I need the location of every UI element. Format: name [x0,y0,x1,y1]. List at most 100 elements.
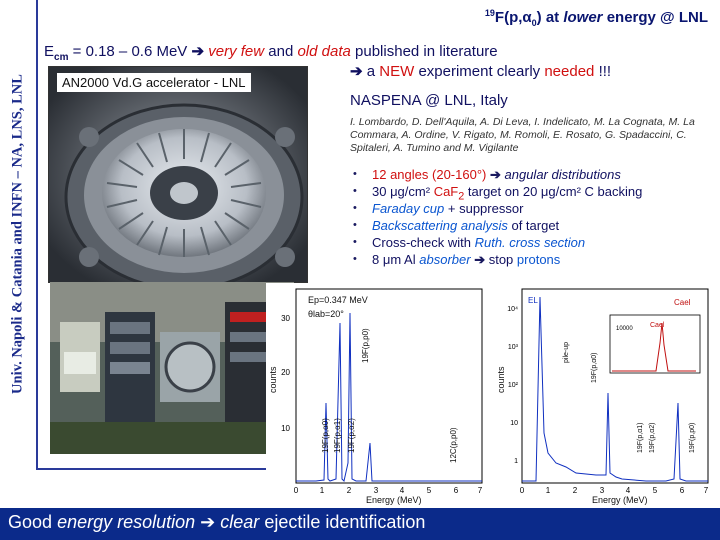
list-item: • Backscattering analysis of target [350,217,710,234]
footer-clear: clear [220,512,260,532]
right-xtick: 7 [704,486,709,495]
target-subscript: 2 [458,190,465,203]
title-reaction-end: ) at [536,9,560,26]
list-item: • 8 μm Al absorber ➔ stop protons [350,251,710,268]
arrow-icon: ➔ [350,63,363,80]
title-lower: lower [563,9,603,26]
right-ytick: 10² [508,382,519,389]
left-peak-label: 19F(p,α0) [321,418,330,453]
stop: stop [488,252,514,267]
target-material: CaF [433,184,459,199]
old-data-text: old data [297,43,351,60]
left-peak-label: 19F(p,α1) [333,418,342,453]
ecm-symbol: E [44,43,55,60]
angles-count: 12 angles [372,167,429,182]
left-xlabel: Energy (MeV) [366,495,422,505]
right-peak-label: 19F(p,p0) [689,423,696,453]
footer-energy-resolution: energy resolution [57,512,196,532]
list-item: • Cross-check with Ruth. cross section [350,234,710,251]
bullet-icon: • [353,253,357,265]
angular-distributions: angular distributions [504,167,621,182]
bullet-icon: • [353,202,357,214]
footer-ejectile: ejectile identification [264,512,426,532]
right-inset-label: Cael [650,322,665,329]
title-reaction: F(p, [494,9,523,26]
right-xtick: 0 [520,486,525,495]
right-inset-trace [612,322,696,372]
absorber: absorber [419,252,471,267]
exclamations: !!! [598,63,612,80]
right-ytick: 10⁴ [507,306,518,313]
divider [36,468,266,470]
right-ytick: 10 [510,420,518,427]
footer-banner: Good energy resolution ➔ clear ejectile … [0,508,720,540]
right-inset-tick: 10000 [616,326,633,332]
left-ytick: 30 [281,314,290,323]
naspena-heading: NASPENA @ LNL, Italy [350,92,508,109]
backscattering-analysis: Backscattering analysis [372,218,508,233]
right-inset-frame [609,314,701,374]
footer-text: Good energy resolution ➔ clear ejectile … [8,512,425,533]
energy-spectra: Ep=0.347 MeV θlab=20° counts 30 20 10 19… [266,283,718,508]
list-item: • Faraday cup + suppressor [350,200,710,217]
chamber-photo: AN2000 Vd.G accelerator - LNL [48,66,308,283]
left-peak-label: 19F(p,p0) [361,328,370,363]
absorber-thickness: 8 μm Al [372,252,416,267]
right-peak-label: 19F(p,α2) [649,422,656,453]
needed-text: needed [544,63,595,80]
right-ca-label: Cael [674,298,691,307]
author-list: I. Lombardo, D. Dell'Aquila, A. Di Leva,… [350,116,695,154]
right-xtick: 1 [546,486,551,495]
right-el-label: EL [528,296,538,305]
title-energy: energy @ LNL [606,9,708,26]
right-xtick: 5 [653,486,658,495]
faraday-cup: Faraday cup [372,201,445,216]
bullet-icon: • [353,236,357,248]
left-xtick: 3 [374,486,379,495]
spectra-graphic: Ep=0.347 MeV θlab=20° counts 30 20 10 19… [268,288,709,505]
list-item: • 30 μg/cm² CaF2 target on 20 μg/cm² C ba… [350,183,710,203]
new-experiment-text: experiment clearly [418,63,541,80]
published-text: published in literature [355,43,498,60]
left-ytick: 20 [281,368,290,377]
very-few-text: very few [208,43,265,60]
sidebar: Univ. Napoli & Catania and INFN – NA, LN… [0,0,38,468]
left-peak-label: 19F(p,α2) [347,418,356,453]
new-pre: a [366,63,376,80]
left-xtick: 7 [478,486,483,495]
left-xtick: 0 [294,486,299,495]
left-xtick: 5 [427,486,432,495]
cross-check: Cross-check with [372,235,471,250]
right-peak-label: pile-up [563,342,570,363]
left-peak-label: 12C(p,p0) [449,427,458,463]
ecm-range: = 0.18 – 0.6 MeV [72,43,188,60]
angles-range: (20-160°) [432,167,487,182]
right-ylabel: counts [496,366,506,393]
arrow-icon: ➔ [191,43,205,60]
protons: protons [516,252,561,267]
slide-title: 19F(p,α0) at lower energy @ LNL [485,8,708,28]
title-alpha: α [522,9,532,26]
bullet-icon: • [353,168,357,180]
right-xtick: 4 [626,486,631,495]
target-backing: target on 20 μg/cm² C backing [467,184,643,199]
lab-setup-photo [50,282,294,454]
bullet-icon: • [353,219,357,231]
experiment-details-list: • 12 angles (20-160°) ➔ angular distribut… [350,166,710,268]
ecm-subscript: cm [54,52,69,63]
right-peak-label: 19F(p,α0) [591,352,598,383]
left-xtick: 2 [347,486,352,495]
rutherford-cross-section: Ruth. cross section [474,235,586,250]
right-xtick: 2 [573,486,578,495]
right-peak-label: 19F(p,α1) [637,422,644,453]
left-ytick: 10 [281,424,290,433]
new-experiment-line: ➔ a NEW experiment clearly needed !!! [350,62,611,80]
right-xtick: 3 [600,486,605,495]
right-xtick: 6 [680,486,685,495]
and-text: and [268,43,294,60]
lab-setup-graphic [50,282,294,454]
suppressor: + suppressor [447,201,524,216]
arrow-icon: ➔ [474,252,486,267]
accelerator-label: AN2000 Vd.G accelerator - LNL [57,73,251,92]
right-ytick: 10³ [508,344,519,351]
